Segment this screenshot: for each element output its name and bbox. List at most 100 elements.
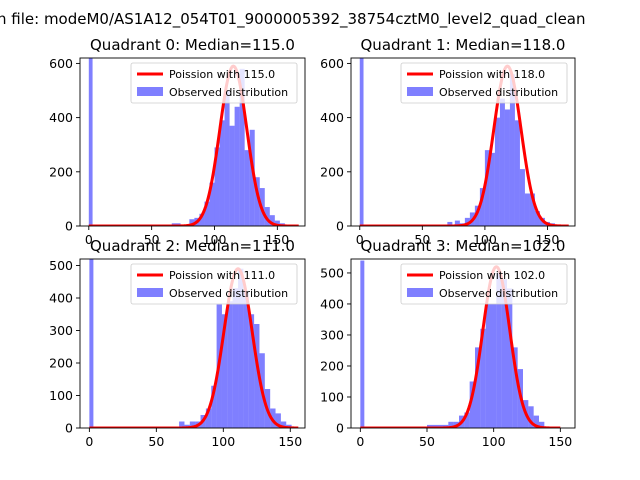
y-tick-label: 0 [336, 421, 344, 436]
x-tick-label: 100 [203, 232, 227, 247]
histogram-bar [464, 412, 470, 428]
histogram-bar [534, 211, 540, 226]
legend: Poission with 118.0 Observed distribution [400, 62, 568, 104]
histogram-bar [464, 217, 470, 226]
y-tick-label: 600 [320, 56, 344, 71]
x-tick-label: 150 [548, 434, 572, 449]
histogram-bar [539, 421, 545, 428]
legend-bar-swatch [407, 288, 433, 297]
legend-box [130, 62, 298, 104]
legend-box [400, 62, 568, 104]
histogram-bar [533, 415, 539, 428]
y-tick-label: 400 [320, 110, 344, 125]
histogram-bar [89, 259, 94, 428]
quadrant-2-title: Quadrant 2: Median=111.0 [90, 237, 295, 255]
legend-label-poisson: Poission with 111.0 [169, 269, 275, 282]
y-tick-label: 300 [49, 323, 73, 338]
y-tick-label: 600 [49, 56, 73, 71]
histogram-bar [360, 260, 365, 428]
histogram-bar [524, 193, 530, 226]
x-tick-label: 50 [414, 232, 430, 247]
x-tick-label: 150 [536, 232, 560, 247]
quadrant-3-title: Quadrant 3: Median=102.0 [361, 237, 566, 255]
y-tick-label: 500 [320, 265, 344, 280]
histogram-bar [221, 314, 228, 428]
histogram-bar [448, 421, 454, 428]
histogram-bar [244, 150, 250, 226]
quadrant-2-panel: 0 50 100 150 0 100 200 300 400 500 Poission with 1… [49, 237, 306, 449]
y-tick-label: 200 [49, 356, 73, 371]
histogram-bar [447, 221, 453, 226]
histogram-bar [514, 120, 520, 226]
histogram-bar [479, 188, 485, 226]
histogram-bar [494, 117, 500, 226]
x-tick-label: 0 [356, 434, 364, 449]
poisson-curve [359, 265, 562, 428]
histogram-bar [229, 125, 235, 226]
histogram-bar [454, 220, 460, 226]
legend-label-poisson: Poission with 115.0 [169, 68, 275, 81]
quadrant-3-panel: 0 50 100 150 0 100 200 300 400 500 Poission with 1… [320, 237, 576, 449]
y-tick-label: 300 [320, 327, 344, 342]
histogram-bar [264, 207, 270, 226]
histogram-bar [529, 193, 535, 226]
x-tick-label: 100 [211, 434, 235, 449]
histogram-bar [496, 272, 502, 428]
legend-box [400, 263, 568, 305]
y-tick-label: 200 [49, 164, 73, 179]
histogram-bar [211, 385, 217, 428]
y-tick-label: 200 [320, 164, 344, 179]
legend-label-poisson: Poission with 118.0 [439, 68, 545, 81]
x-tick-label: 100 [473, 232, 497, 247]
histogram-bar [274, 220, 280, 226]
histogram-bar [501, 279, 507, 428]
histogram-bar [474, 205, 480, 226]
x-tick-label: 150 [265, 232, 289, 247]
legend-label-observed: Observed distribution [439, 287, 558, 300]
histogram-bar [528, 406, 534, 428]
legend: Poission with 102.0 Observed distribution [400, 263, 568, 305]
legend-label-observed: Observed distribution [169, 86, 288, 99]
y-tick-label: 500 [49, 258, 73, 273]
y-tick-label: 200 [320, 358, 344, 373]
y-tick-label: 0 [65, 421, 73, 436]
histogram-bar [248, 314, 255, 428]
y-tick-label: 400 [49, 110, 73, 125]
histogram-bar [204, 201, 210, 226]
histogram-bar [224, 90, 230, 226]
histogram-bar [254, 177, 260, 226]
legend-box [130, 263, 298, 305]
histogram-bar [484, 150, 490, 226]
quadrant-1-panel: 0 50 100 150 0 200 400 600 Poission with 118.0 Ob… [320, 36, 576, 247]
histogram-bar [427, 424, 449, 428]
quadrant-1-title: Quadrant 1: Median=118.0 [361, 36, 566, 54]
histogram-bar [243, 291, 249, 428]
quadrant-0-title: Quadrant 0: Median=115.0 [90, 36, 295, 54]
histogram-bar [239, 68, 245, 226]
histogram-bar [209, 182, 215, 226]
histogram-bar [507, 288, 513, 428]
histogram-bar [519, 169, 525, 226]
x-tick-label: 100 [482, 434, 506, 449]
histogram-bar [499, 98, 505, 226]
plot-area [87, 58, 300, 226]
histogram-bar [512, 347, 518, 428]
legend: Poission with 111.0 Observed distribution [130, 263, 298, 305]
histogram-bar [232, 288, 239, 428]
histogram-bar [480, 328, 486, 428]
histogram-bar [189, 421, 196, 428]
histogram-bar [475, 347, 481, 428]
plot-area [359, 260, 562, 428]
histogram-bar [189, 219, 195, 226]
y-tick-label: 400 [320, 296, 344, 311]
histogram-bar [504, 109, 510, 226]
histogram-bar [227, 301, 233, 428]
legend-bar-swatch [137, 288, 163, 297]
histogram-bar [219, 120, 225, 226]
legend-bar-swatch [407, 87, 433, 96]
x-tick-label: 50 [419, 434, 435, 449]
plot-area [358, 58, 570, 226]
legend-label-observed: Observed distribution [169, 287, 288, 300]
histogram-bar [214, 147, 220, 226]
